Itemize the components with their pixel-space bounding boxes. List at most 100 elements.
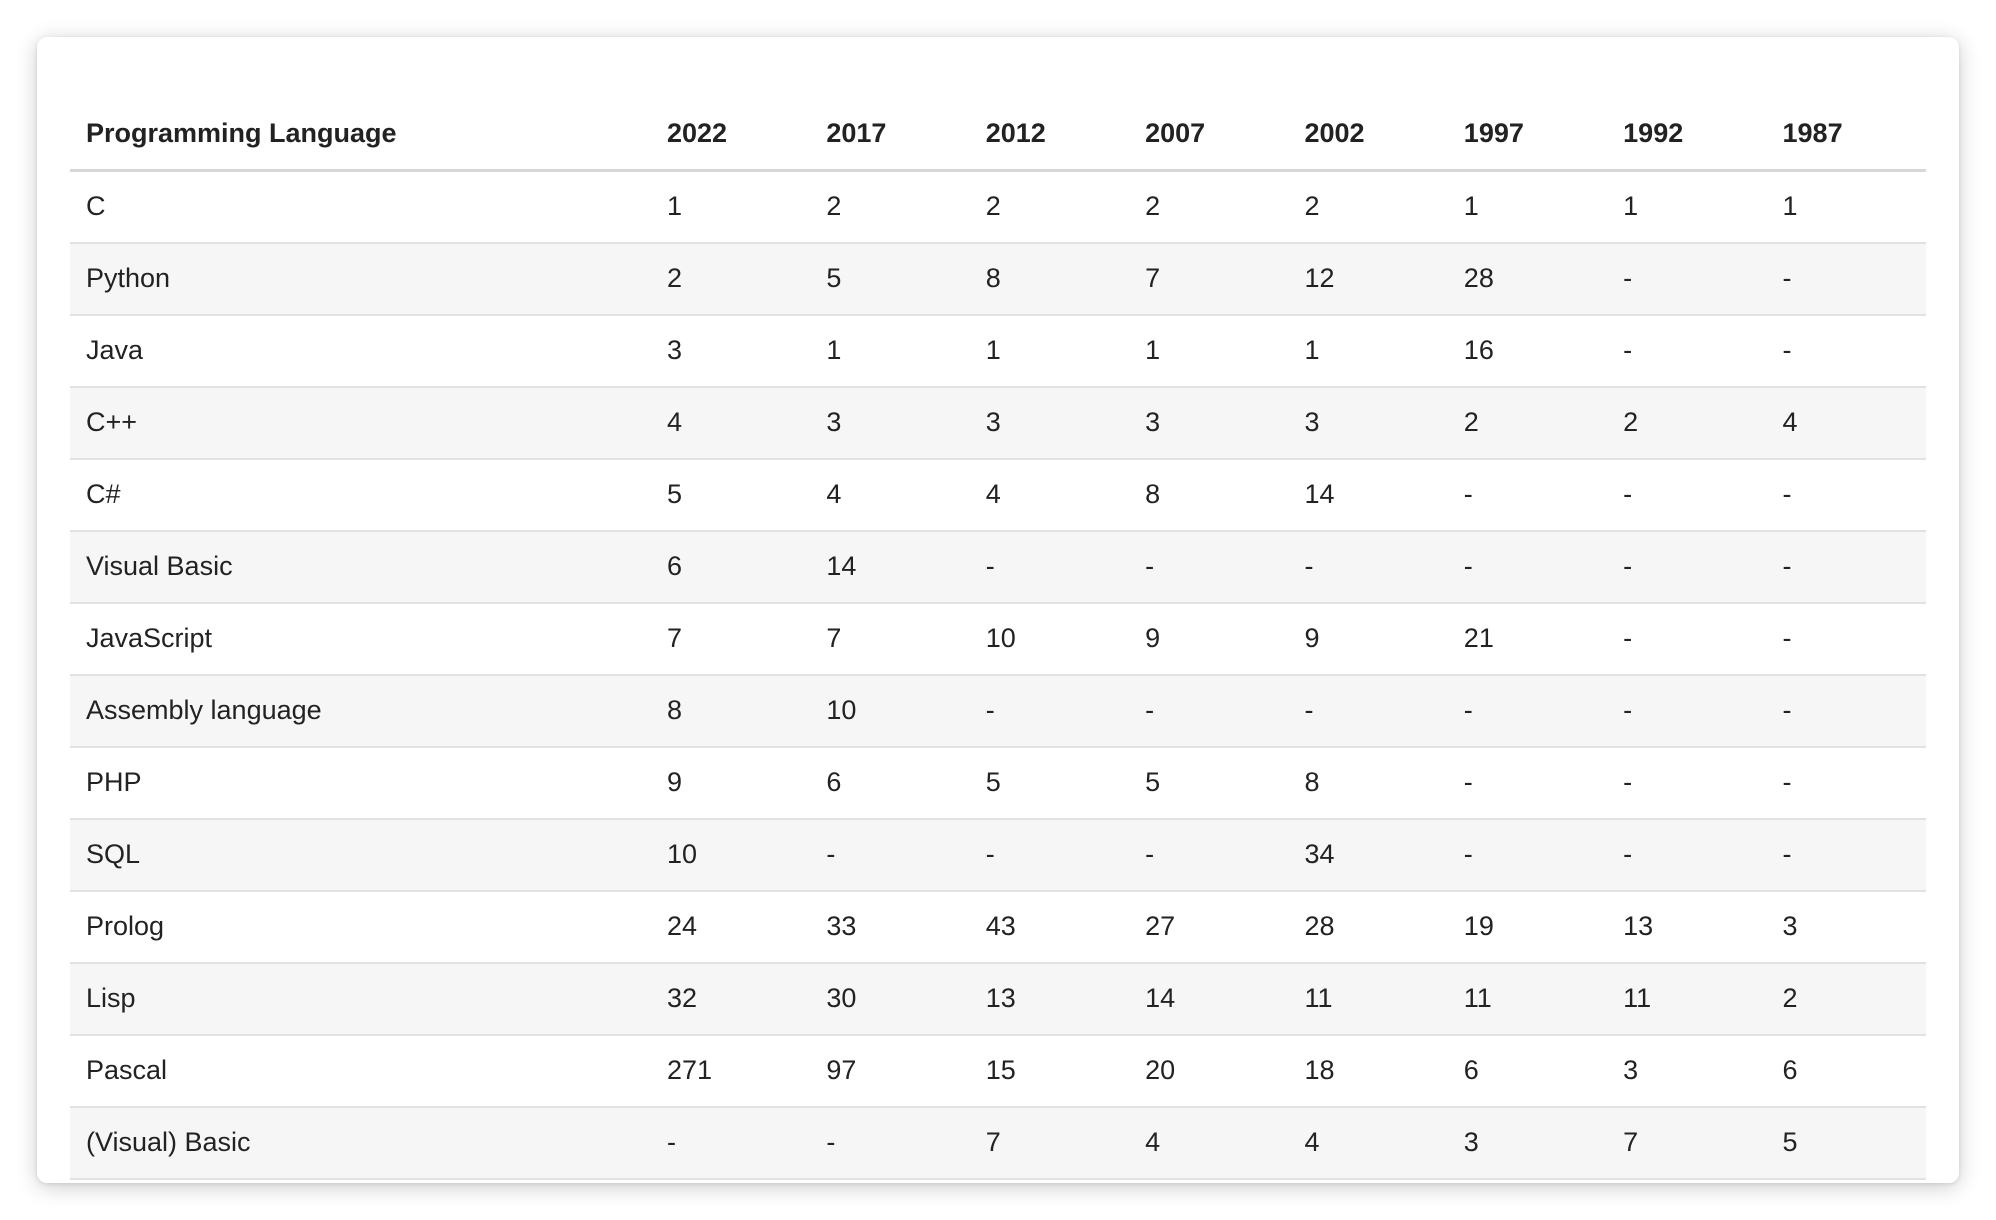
- rank-cell: 20: [1145, 1055, 1176, 1085]
- rank-cell: -: [1463, 695, 1473, 725]
- table-row: JavaScript 7 7 10 9 9 21 - -: [70, 603, 1926, 675]
- rank-cell: 3: [667, 335, 683, 365]
- rank-cell: 10: [985, 623, 1016, 653]
- rank-cell: 8: [1145, 479, 1161, 509]
- rank-cell: 2: [826, 191, 842, 222]
- rank-cell: 12: [1304, 263, 1335, 293]
- rank-cell: 5: [1145, 767, 1161, 797]
- rank-cell: -: [1782, 767, 1792, 797]
- rank-cell: 1: [1145, 335, 1161, 365]
- rank-cell: 3: [1304, 407, 1320, 437]
- rank-cell: 2: [1782, 983, 1798, 1013]
- rank-cell: 10: [667, 839, 698, 869]
- language-cell: Visual Basic: [86, 551, 233, 581]
- rank-cell: 14: [1304, 479, 1335, 509]
- rank-cell: -: [1782, 263, 1792, 293]
- column-header-2017: 2017: [826, 117, 887, 148]
- rank-cell: -: [985, 695, 995, 725]
- rank-cell: 3: [826, 407, 842, 437]
- rank-cell: 1: [1304, 335, 1320, 365]
- rank-cell: -: [1463, 479, 1473, 509]
- language-ranking-table: Programming Language 2022 2017 2012 2007…: [70, 97, 1926, 1180]
- rank-cell: -: [1623, 479, 1633, 509]
- rank-cell: 4: [826, 479, 842, 509]
- rank-cell: 2: [985, 191, 1001, 222]
- column-header-2002: 2002: [1304, 117, 1365, 148]
- rank-cell: 4: [1145, 1127, 1161, 1157]
- language-cell: C++: [86, 407, 138, 437]
- language-cell: Python: [86, 263, 171, 293]
- rank-cell: 18: [1304, 1055, 1335, 1085]
- rank-cell: -: [826, 839, 836, 869]
- column-header-2007: 2007: [1145, 117, 1206, 148]
- rank-cell: 13: [1623, 911, 1654, 941]
- rank-cell: 1: [667, 191, 683, 222]
- table-body: C 1 2 2 2 2 1 1 1 Python 2 5 8 7 12 28- - Java 3 1 1 1 1 16- - C+…: [70, 171, 1926, 1179]
- language-cell: Pascal: [86, 1055, 168, 1085]
- rank-cell: 4: [1782, 407, 1798, 437]
- column-header-2022: 2022: [667, 117, 728, 148]
- rank-cell: -: [1145, 695, 1155, 725]
- column-header-1987: 1987: [1782, 117, 1843, 148]
- table-row: Pascal 271 97 15 20 18 6 3 6: [70, 1035, 1926, 1107]
- rank-cell: 28: [1463, 263, 1494, 293]
- rank-cell: 9: [1304, 623, 1320, 653]
- rank-cell: -: [1782, 839, 1792, 869]
- rank-cell: 4: [667, 407, 683, 437]
- language-cell: Prolog: [86, 911, 165, 941]
- rank-cell: 34: [1304, 839, 1335, 869]
- rank-cell: 1: [985, 335, 1001, 365]
- table-row: Java 3 1 1 1 1 16 - -: [70, 315, 1926, 387]
- rank-cell: 1: [1623, 191, 1639, 222]
- rank-cell: 15: [985, 1055, 1016, 1085]
- rank-cell: -: [1782, 623, 1792, 653]
- rank-cell: -: [1782, 695, 1792, 725]
- language-cell: Assembly language: [86, 695, 322, 725]
- rank-cell: 32: [667, 983, 698, 1013]
- rank-cell: 2: [1145, 191, 1161, 222]
- language-cell: C#: [86, 479, 121, 509]
- rank-cell: -: [1463, 839, 1473, 869]
- rank-cell: 11: [1623, 983, 1652, 1013]
- rank-cell: 21: [1463, 623, 1494, 653]
- rank-cell: 7: [985, 1127, 1001, 1157]
- rank-cell: 9: [667, 767, 683, 797]
- column-header-2012: 2012: [985, 117, 1046, 148]
- column-header-1997: 1997: [1463, 117, 1524, 148]
- rank-cell: 271: [667, 1055, 713, 1085]
- header-row: Programming Language 2022 2017 2012 2007…: [70, 97, 1926, 171]
- rank-cell: -: [1463, 767, 1473, 797]
- rank-cell: -: [1145, 551, 1155, 581]
- rank-cell: 7: [1623, 1127, 1639, 1157]
- table-card: Programming Language 2022 2017 2012 2007…: [37, 37, 1959, 1183]
- rank-cell: 8: [985, 263, 1001, 293]
- rank-cell: 9: [1145, 623, 1161, 653]
- rank-cell: 2: [1304, 191, 1320, 222]
- rank-cell: -: [1304, 695, 1314, 725]
- rank-cell: -: [1782, 551, 1792, 581]
- rank-cell: 97: [826, 1055, 857, 1085]
- table-row: PHP 9 6 5 5 8 - - -: [70, 747, 1926, 819]
- rank-cell: 30: [826, 983, 857, 1013]
- rank-cell: 28: [1304, 911, 1335, 941]
- language-cell: PHP: [86, 767, 142, 797]
- rank-cell: 6: [826, 767, 842, 797]
- column-header-1992: 1992: [1623, 117, 1684, 148]
- rank-cell: 24: [667, 911, 698, 941]
- rank-cell: 6: [1782, 1055, 1798, 1085]
- rank-cell: 4: [1304, 1127, 1320, 1157]
- rank-cell: 27: [1145, 911, 1176, 941]
- rank-cell: -: [985, 839, 995, 869]
- language-cell: Java: [86, 335, 144, 365]
- rank-cell: 5: [1782, 1127, 1798, 1157]
- rank-cell: 11: [1463, 983, 1492, 1013]
- rank-cell: -: [1623, 623, 1633, 653]
- column-header-language: Programming Language: [86, 117, 397, 148]
- rank-cell: -: [1623, 263, 1633, 293]
- rank-cell: 16: [1463, 335, 1494, 365]
- rank-cell: -: [1623, 551, 1633, 581]
- language-cell: C: [86, 191, 106, 222]
- language-cell: SQL: [86, 839, 141, 869]
- rank-cell: 3: [1623, 1055, 1639, 1085]
- rank-cell: 14: [826, 551, 857, 581]
